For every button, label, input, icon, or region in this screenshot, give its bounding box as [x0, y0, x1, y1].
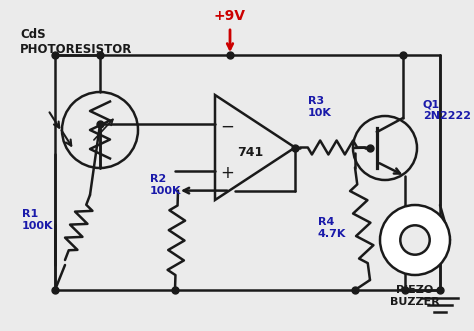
Text: +9V: +9V: [214, 9, 246, 23]
Circle shape: [401, 225, 430, 255]
Text: Q1
2N2222: Q1 2N2222: [423, 99, 471, 121]
Circle shape: [380, 205, 450, 275]
Text: 741: 741: [237, 146, 263, 159]
Text: PIEZO
BUZZER: PIEZO BUZZER: [390, 285, 440, 307]
Text: R2
100K: R2 100K: [150, 174, 182, 196]
Text: +: +: [220, 164, 234, 182]
Text: R3
10K: R3 10K: [308, 96, 332, 118]
Text: −: −: [220, 118, 234, 135]
Text: R1
100K: R1 100K: [22, 209, 54, 231]
Text: R4
4.7K: R4 4.7K: [318, 217, 346, 239]
Text: CdS
PHOTORESISTOR: CdS PHOTORESISTOR: [20, 28, 132, 56]
